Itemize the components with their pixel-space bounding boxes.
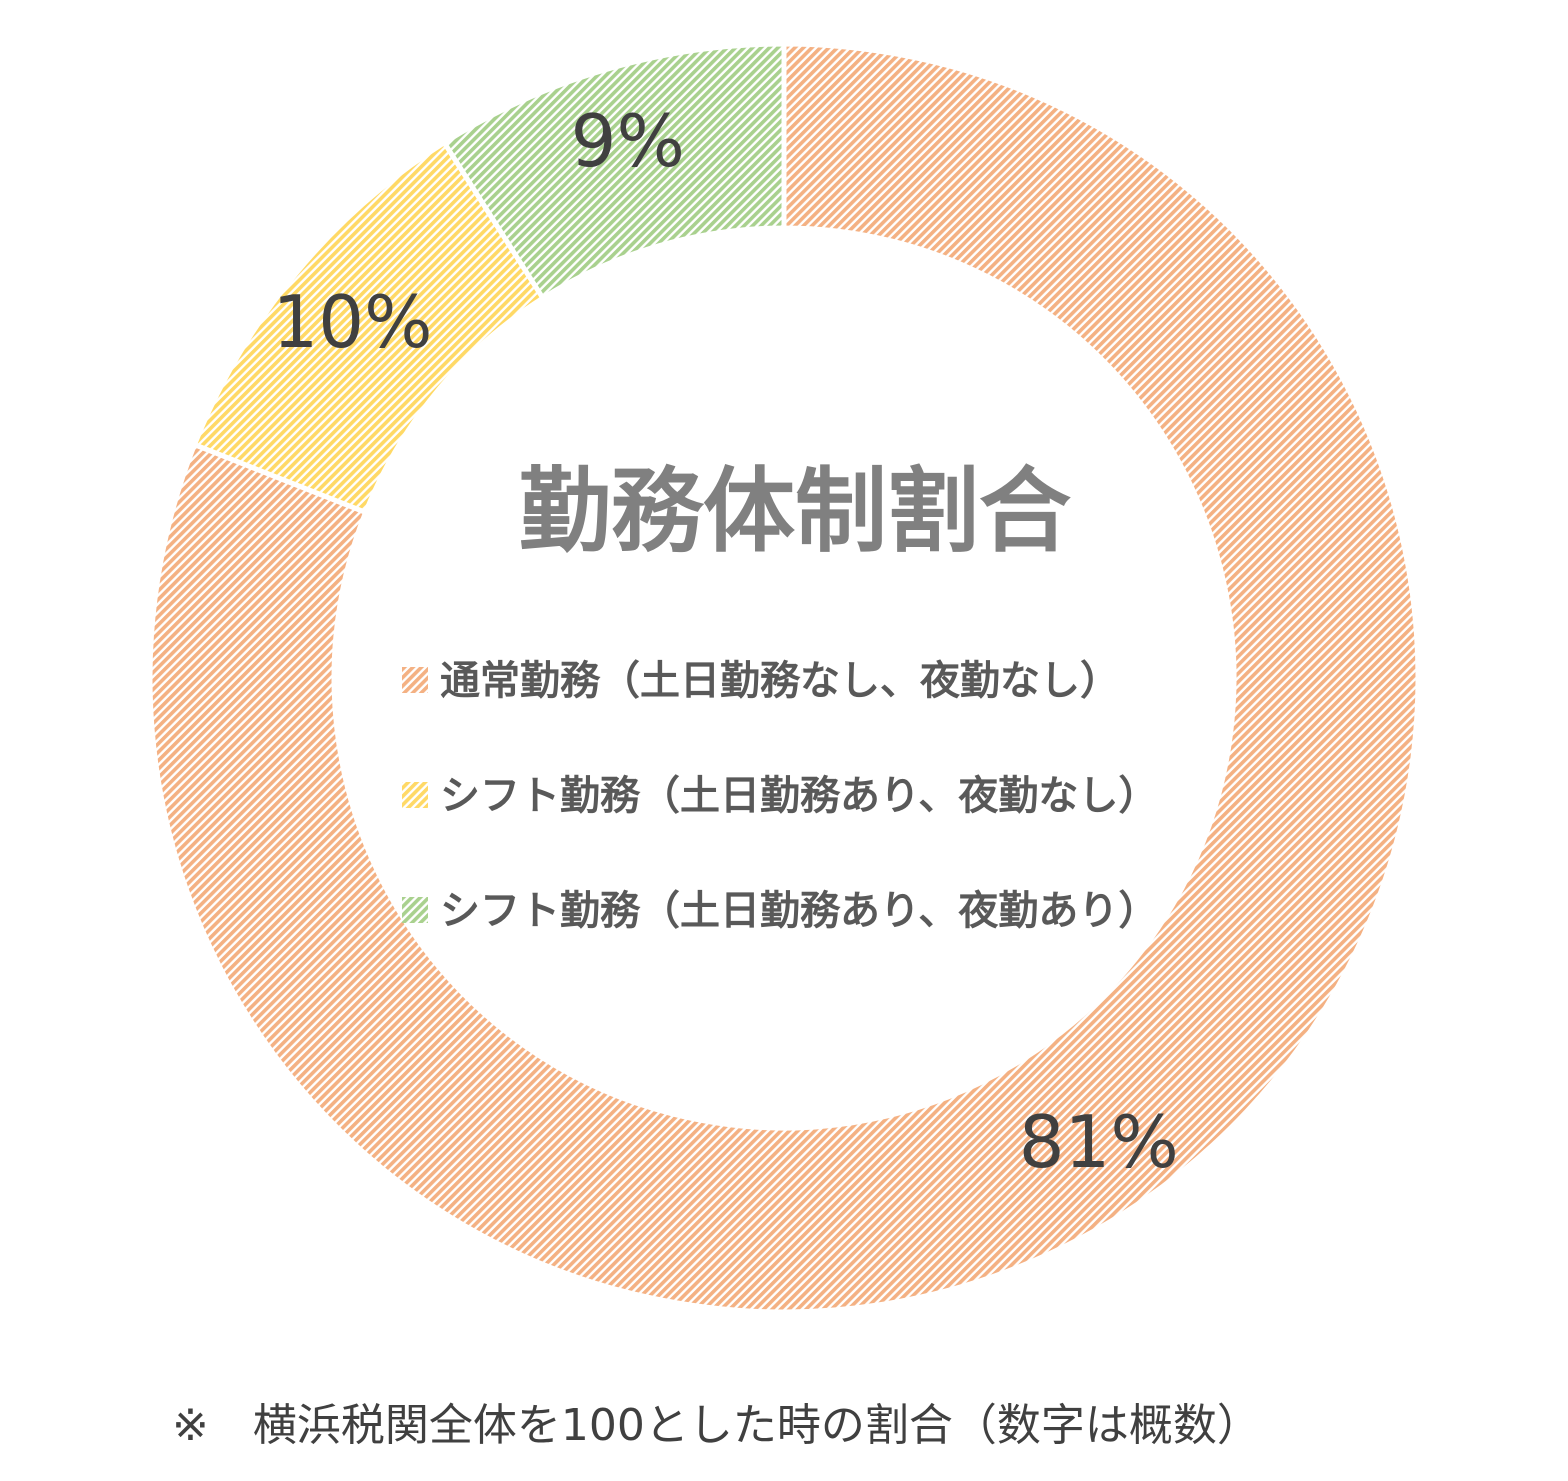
slice-label-3: 9% [571,99,685,183]
legend-item-1: 通常勤務（土日勤務なし、夜勤なし） [440,658,1120,704]
slice-labels: 81% 10% 9% [272,99,1178,1184]
slice-label-2: 10% [272,280,432,364]
legend-swatch-1 [402,667,428,693]
legend-swatch-2 [402,782,428,808]
chart-title: 勤務体制割合 [519,458,1071,565]
slice-label-1: 81% [1019,1100,1179,1184]
footnote: ※ 横浜税関全体を100とした時の割合（数字は概数） [172,1400,1261,1451]
donut-slices [147,41,1421,1315]
legend: 通常勤務（土日勤務なし、夜勤なし） シフト勤務（土日勤務あり、夜勤なし） シフト勤務… [402,658,1158,934]
donut-slice-3 [440,41,787,302]
donut-slice-1 [147,41,1421,1315]
legend-swatch-3 [402,897,428,923]
legend-item-2: シフト勤務（土日勤務あり、夜勤なし） [440,773,1158,819]
legend-item-3: シフト勤務（土日勤務あり、夜勤あり） [440,888,1158,934]
